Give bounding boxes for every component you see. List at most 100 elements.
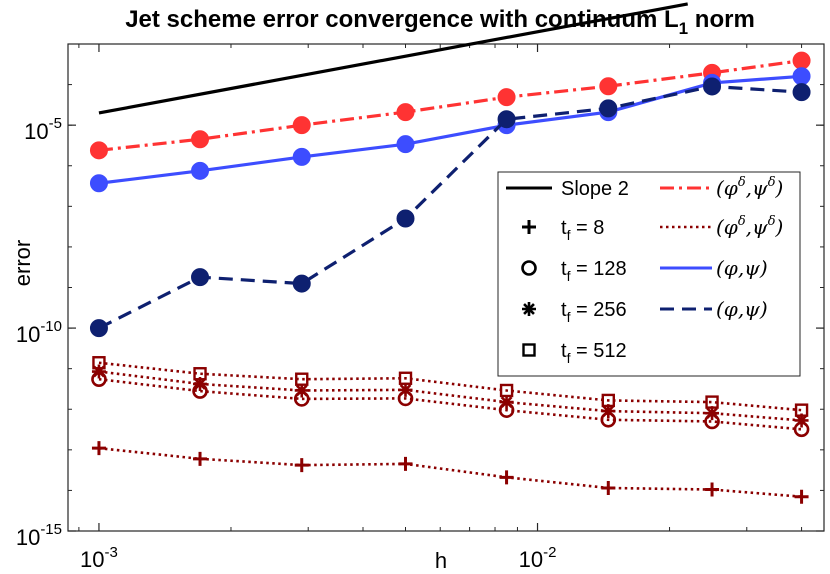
data-point-6-3 [398, 371, 413, 385]
data-point-5-3 [398, 382, 413, 397]
legend-label-left-1: tf = 8 [561, 217, 604, 243]
legend-label-sub: f [567, 350, 571, 366]
series-line-2 [98, 84, 802, 330]
data-point-2-6 [703, 77, 722, 96]
legend-label-main: t [561, 217, 567, 239]
legend-math-a: (φ [716, 176, 738, 200]
data-point-5-0 [91, 364, 106, 379]
legend-label-left-3: tf = 256 [561, 299, 627, 325]
series-2 [89, 77, 811, 338]
data-point-3-2 [294, 458, 309, 473]
x-tick-label-0: 10-3 [80, 544, 118, 572]
data-point-5-4 [499, 395, 514, 410]
data-point-3-4 [499, 470, 514, 485]
data-point-3-6 [705, 482, 720, 497]
legend-math-close: ) [759, 256, 768, 280]
data-point-2-2 [292, 274, 311, 293]
legend-label-sub: f [567, 268, 571, 284]
data-point-3-1 [193, 451, 208, 466]
series-7 [98, 2, 688, 115]
legend-math-sep: ,ψ [738, 256, 760, 280]
data-point-1-3 [396, 135, 415, 154]
legend-marker-circle [521, 260, 537, 276]
legend-marker-star [522, 302, 536, 316]
data-point-5-7 [794, 413, 809, 428]
data-point-0-3 [396, 103, 415, 122]
data-point-0-2 [292, 116, 311, 135]
series-line-7 [98, 2, 688, 115]
series-5 [91, 364, 809, 428]
series-layer [89, 2, 811, 504]
legend-label-main: Slope 2 [561, 178, 629, 200]
data-point-1-2 [292, 147, 311, 166]
legend-label-right-0: (φδ,ψδ) [716, 175, 783, 200]
legend-label-main: t [561, 258, 567, 280]
data-point-2-1 [191, 268, 210, 287]
chart-title-sub: 1 [679, 19, 688, 38]
y-tick-base: 10 [16, 525, 40, 550]
legend-math-a: (φ [716, 256, 738, 280]
legend-math-a-sup: δ [738, 214, 746, 229]
data-point-6-0 [92, 356, 106, 370]
data-point-2-5 [599, 99, 618, 118]
data-point-2-0 [89, 319, 108, 338]
data-point-1-7 [792, 67, 811, 86]
y-tick-exp: -10 [40, 318, 62, 335]
legend-math-close: ) [775, 215, 784, 239]
y-tick-exp: -5 [49, 115, 62, 132]
data-point-0-1 [191, 130, 210, 149]
series-6 [92, 356, 809, 417]
data-point-0-5 [599, 77, 618, 96]
data-point-5-6 [705, 406, 720, 421]
y-tick-base: 10 [16, 322, 40, 347]
data-point-3-7 [794, 489, 809, 504]
legend-math-close: ) [775, 176, 784, 200]
data-point-1-1 [191, 161, 210, 180]
data-point-2-4 [497, 110, 516, 129]
series-3 [91, 441, 809, 504]
data-point-6-5 [601, 393, 615, 408]
y-axis-label: error [10, 240, 35, 286]
legend-math-sep: ,ψ [738, 297, 760, 321]
legend-label-left-2: tf = 128 [561, 258, 627, 284]
x-tick-base: 10 [519, 547, 543, 572]
data-point-2-3 [396, 209, 415, 228]
y-tick-label-0: 10-5 [24, 115, 62, 144]
data-point-5-5 [601, 404, 616, 419]
legend-label-main: t [561, 299, 567, 321]
legend-label-main: t [561, 340, 567, 362]
chart-title-tail: norm [688, 6, 755, 33]
data-point-6-6 [705, 395, 719, 409]
legend-marker-plus [522, 220, 536, 234]
data-point-5-1 [193, 376, 208, 391]
legend-math-sep: ,ψ [746, 176, 768, 200]
data-point-0-0 [89, 141, 108, 160]
data-point-0-7 [792, 51, 811, 70]
data-point-2-7 [792, 83, 811, 102]
legend-label-tail: = 256 [570, 299, 626, 321]
y-tick-label-1: 10-10 [16, 318, 62, 347]
legend-math-a: (φ [716, 215, 738, 239]
chart-title-main: Jet scheme error convergence with contin… [125, 6, 678, 33]
legend-math-sep: ,ψ [746, 215, 768, 239]
series-line-1 [98, 74, 802, 185]
legend-label-left-0: Slope 2 [561, 178, 629, 200]
x-tick-label-1: 10-2 [519, 544, 557, 572]
x-tick-base: 10 [80, 547, 104, 572]
data-point-1-0 [89, 174, 108, 193]
series-line-0 [98, 59, 802, 152]
legend-label-right-3: (φ,ψ) [716, 297, 768, 321]
legend-label-tail: = 128 [570, 258, 626, 280]
legend-label-sub: f [567, 309, 571, 325]
data-point-5-2 [294, 383, 309, 398]
data-point-6-7 [794, 403, 809, 417]
chart-title: Jet scheme error convergence with contin… [125, 6, 755, 38]
data-point-6-4 [499, 383, 514, 398]
legend-math-b-sup: δ [768, 214, 776, 229]
legend-math-a-sup: δ [738, 175, 746, 190]
data-point-3-3 [398, 456, 413, 471]
legend-label-tail: = 512 [570, 340, 626, 362]
